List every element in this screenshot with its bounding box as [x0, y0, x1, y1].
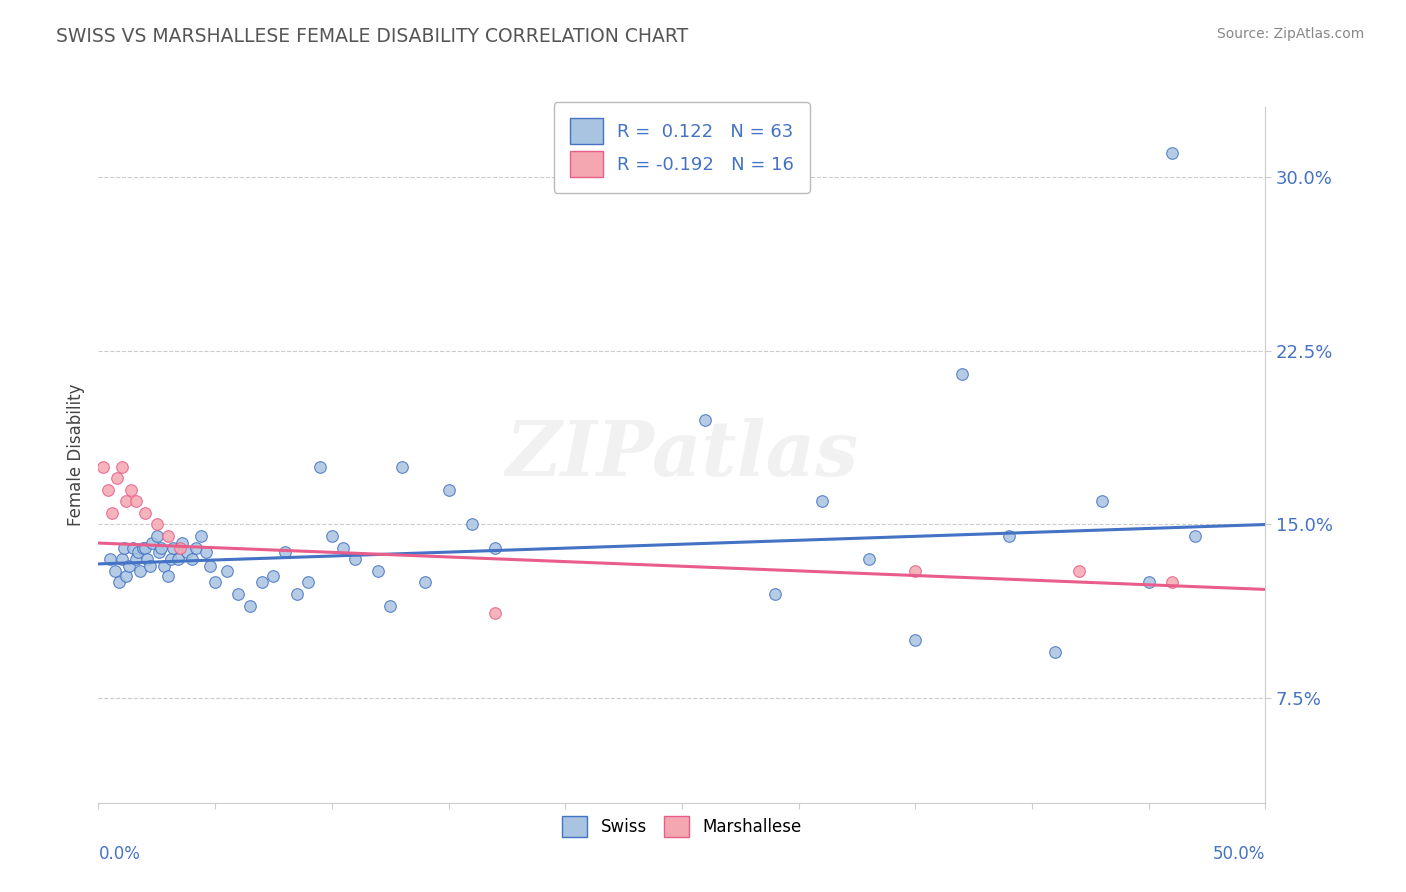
Point — [194, 545, 217, 559]
Point — [180, 552, 202, 566]
Point — [139, 559, 162, 574]
Point — [1067, 564, 1090, 578]
Point — [344, 552, 367, 566]
Point — [904, 564, 927, 578]
Point — [239, 599, 262, 613]
Point — [146, 529, 169, 543]
Point — [200, 559, 222, 574]
Point — [98, 552, 121, 566]
Text: ZIPatlas: ZIPatlas — [505, 418, 859, 491]
Point — [297, 575, 319, 590]
Point — [811, 494, 834, 508]
Point — [1045, 645, 1067, 659]
Point — [125, 552, 148, 566]
Point — [162, 541, 184, 555]
Point — [132, 541, 155, 555]
Point — [125, 494, 148, 508]
Point — [858, 552, 880, 566]
Point — [115, 494, 138, 508]
Point — [321, 529, 343, 543]
Text: SWISS VS MARSHALLESE FEMALE DISABILITY CORRELATION CHART: SWISS VS MARSHALLESE FEMALE DISABILITY C… — [56, 27, 689, 45]
Y-axis label: Female Disability: Female Disability — [66, 384, 84, 526]
Point — [105, 471, 128, 485]
Point — [122, 541, 145, 555]
Point — [1161, 146, 1184, 161]
Point — [172, 536, 194, 550]
Point — [904, 633, 927, 648]
Point — [166, 552, 188, 566]
Point — [186, 541, 208, 555]
Point — [157, 568, 180, 582]
Point — [134, 541, 156, 555]
Point — [262, 568, 284, 582]
Point — [115, 568, 138, 582]
Point — [274, 545, 297, 559]
Point — [1137, 575, 1160, 590]
Point — [157, 529, 180, 543]
Point — [152, 559, 174, 574]
Text: 0.0%: 0.0% — [98, 845, 141, 863]
Point — [250, 575, 273, 590]
Point — [141, 536, 163, 550]
Point — [104, 564, 127, 578]
Point — [1091, 494, 1114, 508]
Point — [391, 459, 413, 474]
Point — [112, 541, 135, 555]
Point — [484, 541, 506, 555]
Point — [134, 506, 156, 520]
Point — [111, 552, 134, 566]
Point — [169, 541, 191, 555]
Point — [127, 545, 149, 559]
Point — [215, 564, 238, 578]
Point — [950, 367, 973, 381]
Point — [484, 606, 506, 620]
Point — [129, 564, 152, 578]
Point — [176, 545, 198, 559]
Point — [91, 459, 114, 474]
Point — [228, 587, 250, 601]
Point — [148, 545, 170, 559]
Point — [695, 413, 717, 427]
Point — [413, 575, 436, 590]
Point — [190, 529, 212, 543]
Point — [108, 575, 131, 590]
Point — [136, 552, 159, 566]
Point — [120, 483, 142, 497]
Point — [332, 541, 354, 555]
Point — [367, 564, 389, 578]
Point — [159, 552, 181, 566]
Point — [150, 541, 173, 555]
Point — [997, 529, 1019, 543]
Point — [1184, 529, 1206, 543]
Point — [437, 483, 460, 497]
Point — [763, 587, 786, 601]
Point — [309, 459, 332, 474]
Point — [285, 587, 308, 601]
Point — [461, 517, 484, 532]
Text: 50.0%: 50.0% — [1213, 845, 1265, 863]
Point — [101, 506, 124, 520]
Point — [204, 575, 226, 590]
Point — [97, 483, 120, 497]
Legend: Swiss, Marshallese: Swiss, Marshallese — [555, 810, 808, 843]
Point — [118, 559, 141, 574]
Point — [146, 517, 169, 532]
Point — [111, 459, 134, 474]
Point — [380, 599, 402, 613]
Point — [1161, 575, 1184, 590]
Text: Source: ZipAtlas.com: Source: ZipAtlas.com — [1216, 27, 1364, 41]
